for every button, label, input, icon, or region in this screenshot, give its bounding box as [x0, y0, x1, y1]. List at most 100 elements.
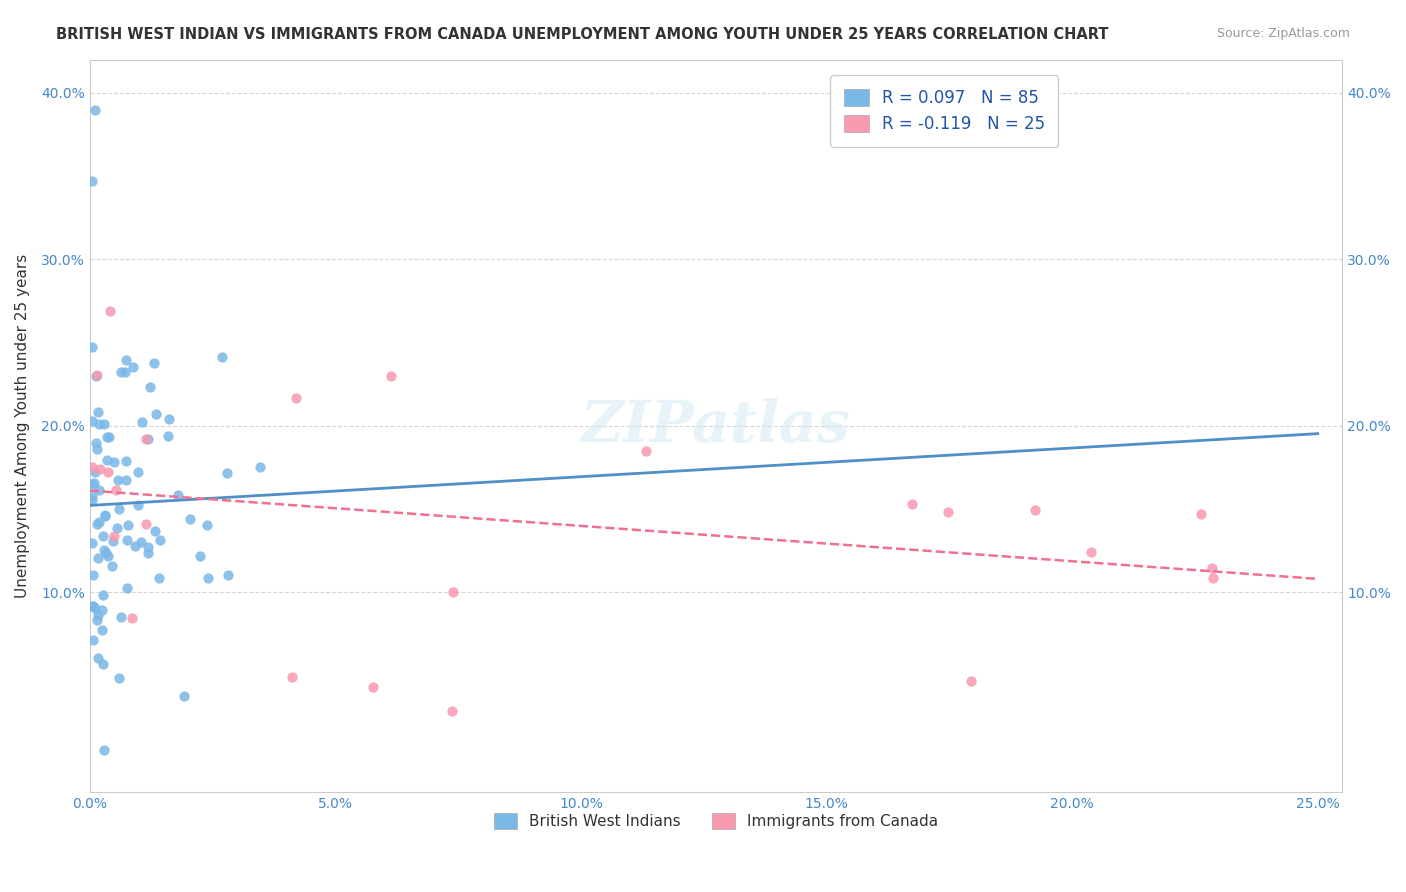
- Point: [82, 599, 104, 613]
- Point: [361, 680, 384, 694]
- Point: [115, 533, 138, 547]
- Point: [82, 476, 104, 491]
- Point: [105, 483, 128, 498]
- Point: [142, 356, 165, 370]
- Point: [82, 493, 104, 508]
- Point: [900, 497, 922, 511]
- Point: [101, 559, 124, 574]
- Point: [105, 521, 128, 535]
- Point: [89, 515, 111, 529]
- Point: [217, 466, 239, 480]
- Point: [84, 435, 107, 450]
- Point: [94, 546, 117, 560]
- Point: [149, 533, 172, 548]
- Point: [93, 743, 115, 757]
- Point: [82, 567, 104, 582]
- Point: [139, 380, 162, 394]
- Point: [441, 585, 464, 599]
- Point: [280, 671, 302, 685]
- Point: [143, 524, 166, 538]
- Point: [441, 704, 464, 718]
- Point: [82, 340, 104, 354]
- Point: [98, 304, 121, 318]
- Point: [131, 415, 153, 429]
- Point: [96, 430, 118, 444]
- Point: [1201, 561, 1223, 575]
- Point: [121, 611, 143, 625]
- Point: [136, 432, 159, 446]
- Point: [156, 429, 179, 443]
- Point: [97, 549, 120, 564]
- Point: [89, 461, 111, 475]
- Point: [217, 568, 239, 582]
- Point: [87, 551, 110, 566]
- Point: [115, 581, 138, 595]
- Point: [86, 442, 108, 457]
- Point: [90, 602, 112, 616]
- Point: [96, 453, 118, 467]
- Point: [82, 174, 104, 188]
- Point: [114, 365, 136, 379]
- Point: [82, 459, 104, 474]
- Point: [173, 689, 195, 703]
- Point: [127, 465, 149, 479]
- Point: [87, 483, 110, 498]
- Point: [82, 413, 104, 427]
- Point: [1080, 545, 1102, 559]
- Point: [121, 360, 143, 375]
- Point: [84, 369, 107, 384]
- Point: [179, 511, 201, 525]
- Text: BRITISH WEST INDIAN VS IMMIGRANTS FROM CANADA UNEMPLOYMENT AMONG YOUTH UNDER 25 : BRITISH WEST INDIAN VS IMMIGRANTS FROM C…: [56, 27, 1109, 42]
- Point: [135, 517, 157, 532]
- Point: [87, 417, 110, 431]
- Point: [1024, 502, 1046, 516]
- Point: [195, 518, 218, 533]
- Point: [136, 546, 159, 560]
- Point: [86, 613, 108, 627]
- Point: [115, 352, 138, 367]
- Point: [138, 540, 160, 554]
- Point: [101, 534, 124, 549]
- Point: [93, 529, 115, 543]
- Point: [1189, 507, 1212, 521]
- Point: [87, 608, 110, 623]
- Point: [107, 671, 129, 685]
- Point: [91, 623, 114, 637]
- Point: [97, 465, 120, 479]
- Point: [94, 508, 117, 523]
- Point: [135, 432, 157, 446]
- Point: [91, 588, 114, 602]
- Point: [284, 391, 307, 405]
- Point: [82, 632, 104, 647]
- Point: [959, 674, 981, 689]
- Point: [129, 534, 152, 549]
- Point: [197, 571, 219, 585]
- Point: [93, 543, 115, 558]
- Text: Source: ZipAtlas.com: Source: ZipAtlas.com: [1216, 27, 1350, 40]
- Point: [103, 528, 125, 542]
- Point: [127, 498, 149, 512]
- Point: [114, 454, 136, 468]
- Point: [84, 465, 107, 479]
- Point: [93, 417, 115, 432]
- Point: [86, 517, 108, 532]
- Point: [938, 506, 960, 520]
- Point: [380, 369, 402, 384]
- Point: [108, 502, 131, 516]
- Point: [188, 549, 211, 563]
- Point: [82, 489, 104, 503]
- Point: [636, 443, 658, 458]
- Point: [83, 601, 105, 615]
- Point: [124, 539, 146, 553]
- Point: [211, 350, 233, 364]
- Point: [87, 405, 110, 419]
- Legend: British West Indians, Immigrants from Canada: British West Indians, Immigrants from Ca…: [488, 807, 943, 836]
- Point: [110, 610, 132, 624]
- Point: [87, 651, 110, 665]
- Text: ZIPatlas: ZIPatlas: [581, 398, 851, 454]
- Point: [249, 459, 271, 474]
- Point: [83, 475, 105, 490]
- Point: [157, 411, 180, 425]
- Point: [83, 103, 105, 117]
- Point: [110, 365, 132, 379]
